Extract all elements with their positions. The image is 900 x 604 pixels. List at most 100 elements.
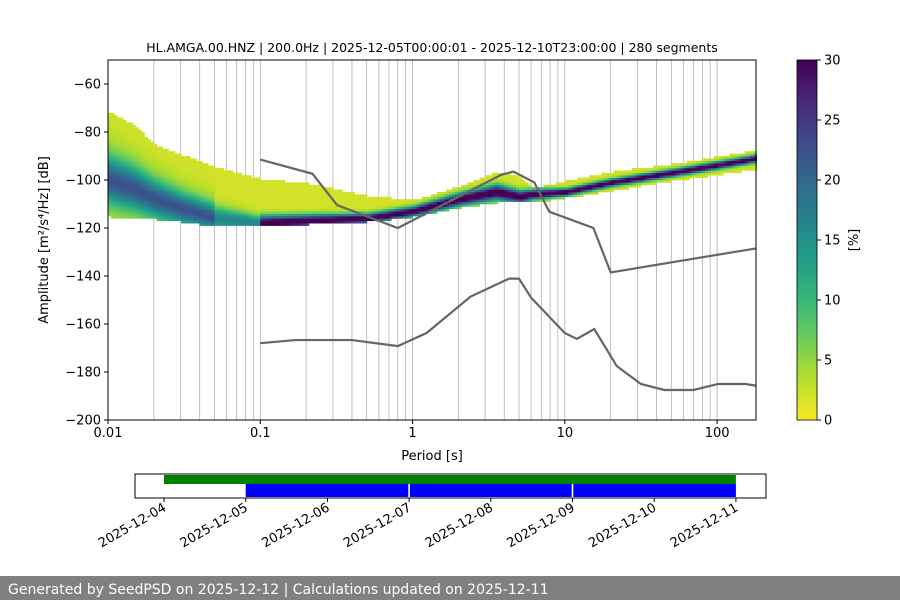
histogram-cell (184, 187, 188, 190)
histogram-cell (144, 177, 148, 181)
histogram-cell (665, 175, 669, 178)
histogram-cell (525, 194, 529, 198)
histogram-cell (577, 192, 581, 195)
histogram-cell (668, 177, 672, 181)
histogram-cell (175, 199, 179, 202)
histogram-cell (564, 194, 569, 198)
histogram-cell (211, 184, 215, 188)
histogram-cell (214, 192, 218, 195)
histogram-cell (223, 180, 228, 183)
histogram-cell (388, 216, 392, 219)
histogram-cell (290, 184, 295, 188)
histogram-cell (458, 199, 462, 202)
histogram-cell (132, 211, 136, 214)
histogram-cell (513, 184, 517, 188)
histogram-cell (257, 218, 261, 222)
histogram-cell (394, 206, 398, 210)
histogram-cell (141, 204, 145, 207)
histogram-cell (458, 187, 462, 190)
histogram-cell (720, 172, 724, 176)
histogram-cell (625, 170, 630, 174)
histogram-cell (193, 196, 197, 200)
histogram-cell (260, 189, 264, 193)
histogram-cell (114, 151, 118, 154)
histogram-cell (147, 177, 151, 181)
histogram-cell (114, 160, 118, 164)
histogram-cell (159, 180, 164, 183)
histogram-cell (683, 168, 687, 171)
histogram-cell (269, 194, 273, 198)
histogram-cell (260, 218, 264, 222)
histogram-cell (744, 156, 748, 159)
histogram-cell (141, 146, 145, 150)
histogram-cell (345, 192, 349, 195)
histogram-cell (485, 182, 490, 186)
histogram-cell (129, 184, 133, 188)
histogram-cell (293, 211, 298, 214)
histogram-cell (129, 156, 133, 159)
histogram-cell (111, 192, 115, 195)
histogram-cell (619, 175, 624, 178)
histogram-cell (321, 196, 325, 200)
histogram-cell (342, 211, 346, 214)
histogram-cell (485, 201, 490, 205)
histogram-cell (531, 196, 535, 200)
histogram-cell (345, 216, 349, 219)
histogram-cell (147, 175, 151, 178)
histogram-cell (397, 211, 401, 214)
histogram-cell (263, 223, 267, 226)
histogram-cell (165, 156, 170, 159)
histogram-cell (175, 216, 179, 219)
histogram-cell (205, 192, 209, 195)
histogram-cell (683, 175, 687, 178)
histogram-cell (473, 180, 477, 183)
histogram-cell (159, 148, 164, 152)
histogram-cell (211, 208, 215, 212)
histogram-cell (747, 158, 751, 162)
timeline-tick-label: 2025-12-06 (259, 500, 332, 551)
histogram-cell (114, 177, 118, 181)
histogram-cell (108, 213, 112, 217)
histogram-cell (601, 177, 605, 181)
histogram-cell (111, 115, 115, 118)
histogram-cell (251, 206, 255, 210)
histogram-cell (171, 196, 176, 200)
histogram-cell (689, 172, 694, 176)
histogram-cell (153, 144, 158, 147)
histogram-cell (214, 223, 218, 226)
histogram-cell (272, 204, 276, 207)
histogram-cell (656, 177, 660, 181)
histogram-cell (510, 180, 514, 183)
histogram-cell (272, 184, 276, 188)
histogram-cell (248, 192, 252, 195)
histogram-cell (403, 208, 407, 212)
histogram-cell (123, 180, 127, 183)
histogram-cell (123, 206, 127, 210)
histogram-cell (278, 211, 282, 214)
histogram-cell (430, 196, 435, 200)
histogram-cell (175, 208, 179, 212)
histogram-cell (711, 172, 715, 176)
histogram-cell (229, 218, 234, 222)
histogram-cell (491, 201, 496, 205)
histogram-cell (202, 194, 206, 198)
histogram-cell (108, 208, 112, 212)
histogram-cell (114, 192, 118, 195)
histogram-cell (494, 194, 499, 198)
histogram-cell (379, 196, 383, 200)
histogram-cell (171, 151, 176, 154)
histogram-cell (433, 211, 438, 214)
histogram-cell (293, 206, 298, 210)
histogram-cell (117, 206, 121, 210)
histogram-cell (430, 201, 435, 205)
histogram-cell (129, 160, 133, 164)
histogram-cell (537, 196, 541, 200)
histogram-cell (129, 206, 133, 210)
histogram-cell (114, 206, 118, 210)
histogram-cell (272, 201, 276, 205)
histogram-cell (156, 211, 161, 214)
histogram-cell (232, 213, 237, 217)
histogram-cell (604, 177, 608, 181)
histogram-cell (491, 189, 496, 193)
histogram-cell (126, 124, 130, 128)
